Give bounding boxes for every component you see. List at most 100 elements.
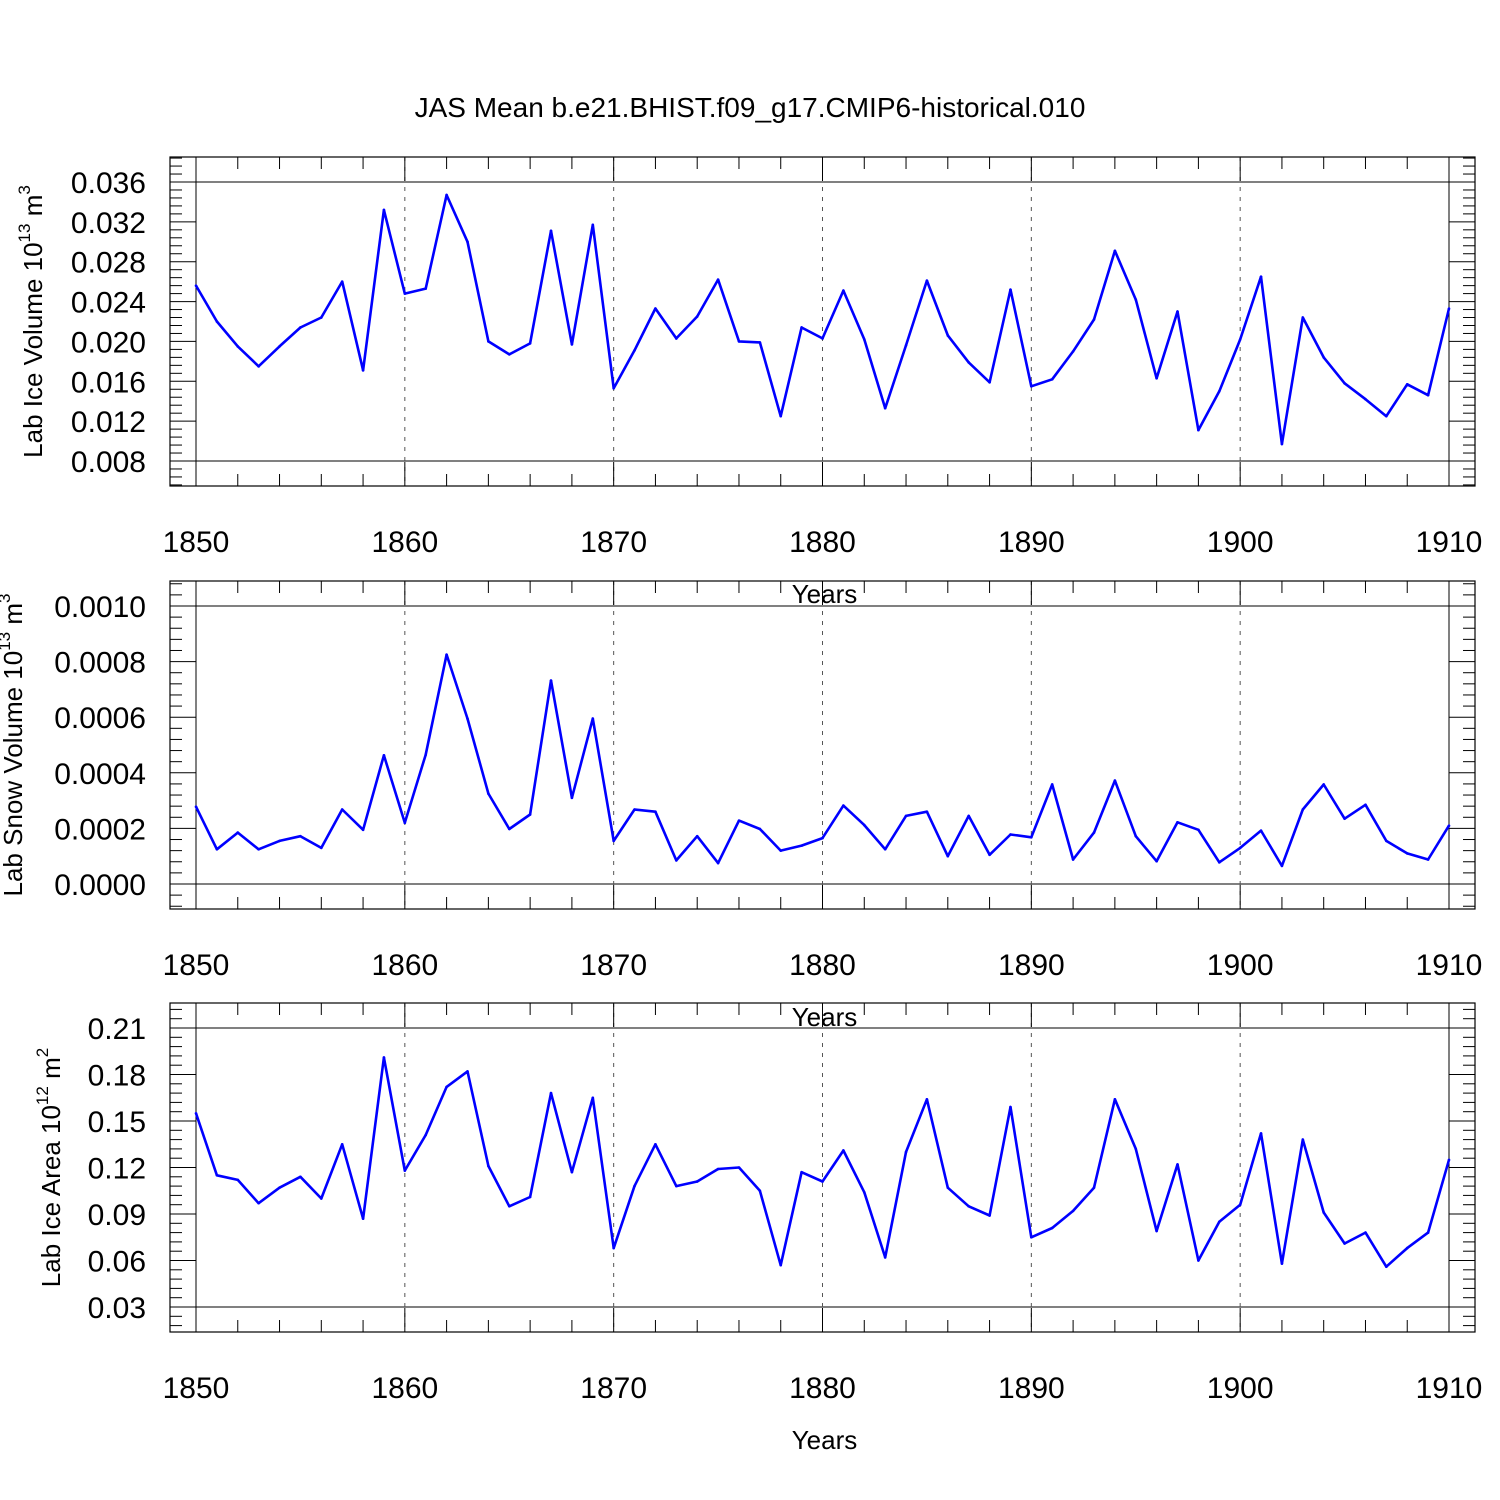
x-tick-label: 1890 [998,949,1065,982]
data-point [215,1173,219,1177]
data-point [340,280,344,283]
y-tick-label: 0.15 [88,1106,146,1139]
data-point [925,279,929,282]
data-point [591,223,595,227]
x-tick-label: 1890 [998,1372,1065,1405]
data-point [320,1197,323,1200]
data-point [299,326,302,329]
data-point [257,847,260,851]
y-tick-label: 0.0010 [54,591,146,624]
data-point [194,805,198,809]
data-point [570,796,574,800]
data-point [883,847,887,851]
x-tick-label: 1860 [371,949,438,982]
data-point [1134,1147,1138,1151]
data-point [925,810,929,814]
data-point [883,1256,887,1259]
data-point [1176,820,1179,824]
data-point [612,386,615,390]
data-point [904,1150,908,1154]
data-point [1050,1226,1054,1230]
data-point [1050,783,1054,786]
data-point [1322,356,1325,359]
data-point [737,340,741,343]
x-tick-label: 1880 [789,949,856,982]
x-tick-label: 1900 [1207,526,1274,559]
data-point [424,1133,428,1137]
data-point [340,808,344,811]
data-point [1176,310,1179,313]
y-tick-label: 0.012 [71,406,146,439]
data-point [612,839,615,843]
data-point [1426,858,1430,861]
panel-2: 0.0000 0.0002 0.0004 0.0006 0.0008 0.0010 1850… [0,580,1482,1032]
data-point [487,792,490,795]
data-point [403,1169,407,1172]
data-point [1197,428,1200,432]
data-point [1009,833,1012,836]
x-axis-label: Years [792,1425,858,1455]
data-point [1447,824,1451,827]
y-tick-label: 0.036 [71,167,146,200]
y-axis-label: Lab Ice Area 1012 m2 [33,1048,66,1287]
y-tick-label: 0.0000 [54,869,146,902]
data-point [695,315,699,318]
data-point [1385,1265,1388,1268]
data-point [1405,382,1409,386]
data-point [716,861,720,865]
data-point [1322,1211,1325,1214]
data-point [320,316,323,319]
data-point [1426,393,1430,397]
data-point [236,345,240,348]
data-point [1030,1235,1033,1239]
data-point [549,679,553,682]
data-point [1364,1231,1367,1234]
data-point [1364,397,1367,401]
data-point [1030,835,1033,839]
data-point [1238,338,1242,341]
data-point [1050,377,1054,381]
data-point [549,229,553,233]
data-point [340,1142,344,1146]
data-point [842,804,845,807]
data-point [946,1186,950,1189]
data-point [299,834,302,838]
data-point [466,717,469,720]
data-point [1405,1246,1409,1250]
data-point [1322,783,1325,786]
data-point [695,1180,699,1183]
data-point [716,278,720,281]
data-point [194,1111,198,1115]
data-point [675,1184,678,1188]
data-point [1134,298,1138,301]
data-point [758,1189,762,1193]
data-point [967,361,970,364]
data-point [591,717,595,720]
data-point [1385,414,1388,418]
x-tick-label: 1880 [789,1372,856,1405]
data-point [1071,1209,1075,1213]
data-point [821,1180,824,1183]
data-point [445,193,448,197]
panel-1: 0.008 0.012 0.016 0.020 0.024 0.028 0.032 0.036… [15,156,1482,609]
data-point [299,1175,302,1179]
data-point [278,1186,281,1189]
data-point [1113,1098,1117,1101]
data-point [507,1204,511,1208]
data-point [236,831,240,834]
data-point [1113,779,1117,782]
y-axis-label: Lab Snow Volume 1013 m3 [0,593,28,896]
data-point [1259,1132,1263,1135]
data-point [904,814,908,818]
data-point [1217,1220,1221,1224]
data-point [194,284,198,287]
data-point [821,337,824,340]
y-tick-label: 0.032 [71,207,146,240]
data-point [570,343,574,346]
x-tick-label: 1860 [371,1372,438,1405]
data-point [1301,808,1305,811]
data-point [278,345,281,348]
data-point [1197,828,1200,832]
data-point [507,827,511,831]
